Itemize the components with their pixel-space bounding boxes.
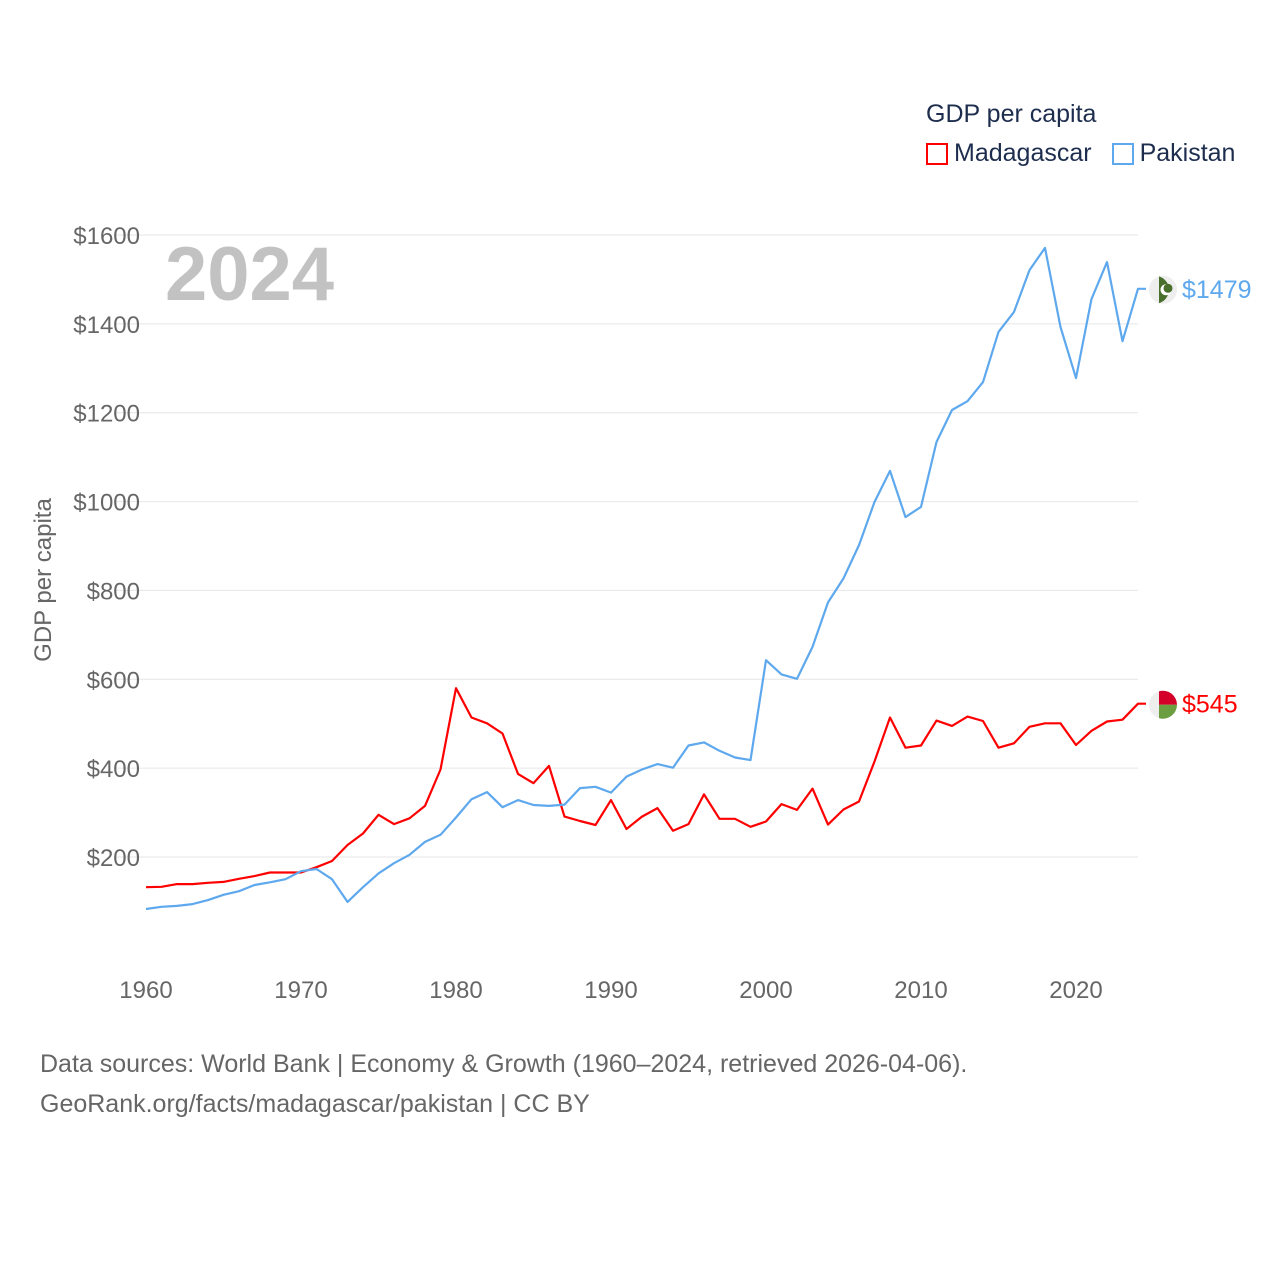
x-tick-label: 1970	[274, 977, 327, 1004]
legend-item-pakistan[interactable]: Pakistan	[1111, 139, 1236, 168]
y-tick-label: $1600	[73, 223, 140, 250]
y-tick-label: $1400	[73, 312, 140, 339]
legend: GDP per capita Madagascar Pakistan	[926, 100, 1235, 168]
end-labels: $545 $1479	[1149, 275, 1252, 719]
x-tick-label: 1980	[429, 977, 482, 1004]
legend-item-madagascar[interactable]: Madagascar	[926, 139, 1092, 168]
x-tick-label: 2020	[1049, 977, 1102, 1004]
flag-icon-pakistan	[1149, 275, 1177, 304]
legend-label: Madagascar	[954, 139, 1092, 167]
x-tick-label: 2010	[894, 977, 947, 1004]
series-line-pakistan	[145, 246, 1146, 911]
y-tick-label: $1000	[73, 490, 140, 517]
flag-crescent-cut	[1163, 283, 1173, 293]
x-axis-ticks: 1960 1970 1980 1990 2000 2010 2020	[119, 977, 1102, 1004]
y-tick-label: $600	[87, 667, 140, 694]
series-line-madagascar	[145, 687, 1146, 889]
y-tick-label: $200	[87, 845, 140, 872]
year-watermark: 2024	[165, 232, 334, 317]
x-tick-label: 1990	[584, 977, 637, 1004]
flag-green-band	[1159, 704, 1177, 719]
legend-swatch-madagascar	[926, 142, 948, 165]
x-tick-label: 1960	[119, 977, 172, 1004]
footer: Data sources: World Bank | Economy & Gro…	[40, 1044, 967, 1124]
flag-red-band	[1159, 690, 1177, 705]
y-tick-label: $1200	[73, 401, 140, 428]
source-link[interactable]: GeoRank.org/facts/madagascar/pakistan | …	[40, 1090, 590, 1118]
legend-title: GDP per capita	[926, 100, 1097, 128]
data-sources-text: Data sources: World Bank | Economy & Gro…	[40, 1050, 968, 1078]
y-tick-label: $400	[87, 756, 140, 783]
x-tick-label: 2000	[739, 977, 792, 1004]
flag-icon-madagascar	[1149, 690, 1177, 719]
y-axis-label: GDP per capita	[30, 498, 57, 662]
end-value-label: $1479	[1182, 276, 1252, 304]
legend-swatch-pakistan	[1111, 142, 1134, 165]
gridlines	[114, 234, 1138, 858]
y-axis-ticks: $200 $400 $600 $800 $1000 $1200 $1400 $1600	[73, 223, 140, 872]
legend-label: Pakistan	[1139, 139, 1236, 167]
end-value-label: $545	[1182, 691, 1238, 719]
y-tick-label: $800	[87, 578, 140, 605]
series-lines	[145, 246, 1146, 911]
